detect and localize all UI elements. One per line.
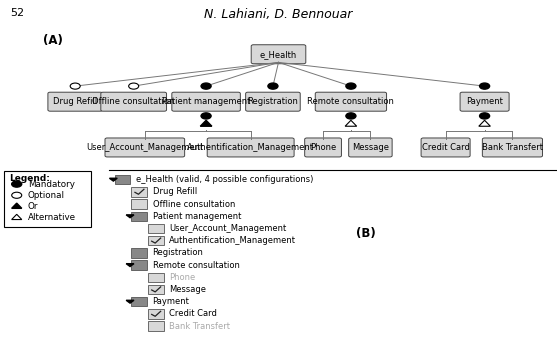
Circle shape xyxy=(70,83,80,89)
Text: Or: Or xyxy=(28,202,38,211)
Circle shape xyxy=(12,181,22,187)
FancyBboxPatch shape xyxy=(131,187,147,197)
Text: Patient management: Patient management xyxy=(153,212,241,221)
FancyBboxPatch shape xyxy=(4,171,91,227)
Text: Phone: Phone xyxy=(169,273,196,282)
Text: Optional: Optional xyxy=(28,191,65,200)
Circle shape xyxy=(129,83,139,89)
FancyBboxPatch shape xyxy=(349,138,392,157)
Circle shape xyxy=(480,83,490,89)
Circle shape xyxy=(201,83,211,89)
Polygon shape xyxy=(12,203,22,208)
Text: Message: Message xyxy=(352,143,389,152)
Text: Registration: Registration xyxy=(247,97,299,106)
Text: Offline consultation: Offline consultation xyxy=(92,97,175,106)
Polygon shape xyxy=(109,178,118,181)
Polygon shape xyxy=(126,264,134,266)
Polygon shape xyxy=(201,120,212,126)
FancyBboxPatch shape xyxy=(115,175,130,184)
Text: Phone: Phone xyxy=(310,143,336,152)
Text: e_Health (valid, 4 possible configurations): e_Health (valid, 4 possible configuratio… xyxy=(136,175,313,184)
Text: Drug Refill: Drug Refill xyxy=(153,187,197,196)
FancyBboxPatch shape xyxy=(251,45,306,64)
Text: Payment: Payment xyxy=(153,297,189,306)
Text: Alternative: Alternative xyxy=(28,213,76,222)
FancyBboxPatch shape xyxy=(131,212,147,221)
Text: Payment: Payment xyxy=(466,97,503,106)
Text: e_Health: e_Health xyxy=(260,50,297,59)
FancyBboxPatch shape xyxy=(131,297,147,306)
Text: Drug Refill: Drug Refill xyxy=(53,97,97,106)
Circle shape xyxy=(12,192,22,198)
Text: User_Account_Management: User_Account_Management xyxy=(169,224,287,233)
Polygon shape xyxy=(345,120,356,126)
Text: (A): (A) xyxy=(43,34,63,47)
Text: Credit Card: Credit Card xyxy=(169,310,217,318)
Text: Registration: Registration xyxy=(153,248,203,257)
Polygon shape xyxy=(126,300,134,303)
Circle shape xyxy=(268,83,278,89)
Text: 52: 52 xyxy=(10,8,24,18)
Circle shape xyxy=(480,113,490,119)
Text: Remote consultation: Remote consultation xyxy=(153,261,240,270)
FancyBboxPatch shape xyxy=(460,92,509,111)
Circle shape xyxy=(201,113,211,119)
Text: Credit Card: Credit Card xyxy=(422,143,470,152)
FancyBboxPatch shape xyxy=(315,92,387,111)
FancyBboxPatch shape xyxy=(131,260,147,270)
FancyBboxPatch shape xyxy=(148,309,164,319)
FancyBboxPatch shape xyxy=(105,138,185,157)
Text: Offline consultation: Offline consultation xyxy=(153,200,235,208)
Text: Legend:: Legend: xyxy=(9,174,50,183)
FancyBboxPatch shape xyxy=(207,138,294,157)
FancyBboxPatch shape xyxy=(172,92,241,111)
Text: Authentification_Management: Authentification_Management xyxy=(187,143,314,152)
Text: Bank Transfert: Bank Transfert xyxy=(482,143,543,152)
FancyBboxPatch shape xyxy=(148,224,164,233)
Text: N. Lahiani, D. Bennouar: N. Lahiani, D. Bennouar xyxy=(204,8,353,21)
FancyBboxPatch shape xyxy=(148,236,164,245)
FancyBboxPatch shape xyxy=(101,92,167,111)
Text: Message: Message xyxy=(169,285,206,294)
FancyBboxPatch shape xyxy=(305,138,341,157)
FancyBboxPatch shape xyxy=(48,92,102,111)
Text: Patient management: Patient management xyxy=(162,97,250,106)
FancyBboxPatch shape xyxy=(131,199,147,209)
Text: Remote consultation: Remote consultation xyxy=(307,97,394,106)
Polygon shape xyxy=(12,214,22,220)
Circle shape xyxy=(346,83,356,89)
Text: Authentification_Management: Authentification_Management xyxy=(169,236,296,245)
Text: Mandatory: Mandatory xyxy=(28,180,75,188)
Circle shape xyxy=(346,113,356,119)
Text: Bank Transfert: Bank Transfert xyxy=(169,322,231,331)
FancyBboxPatch shape xyxy=(148,321,164,331)
Polygon shape xyxy=(479,120,490,126)
FancyBboxPatch shape xyxy=(246,92,300,111)
Polygon shape xyxy=(126,215,134,218)
Text: (B): (B) xyxy=(356,227,376,240)
FancyBboxPatch shape xyxy=(482,138,543,157)
FancyBboxPatch shape xyxy=(131,248,147,258)
Text: User_Account_Management: User_Account_Management xyxy=(86,143,203,152)
FancyBboxPatch shape xyxy=(148,285,164,294)
FancyBboxPatch shape xyxy=(148,273,164,282)
FancyBboxPatch shape xyxy=(421,138,470,157)
